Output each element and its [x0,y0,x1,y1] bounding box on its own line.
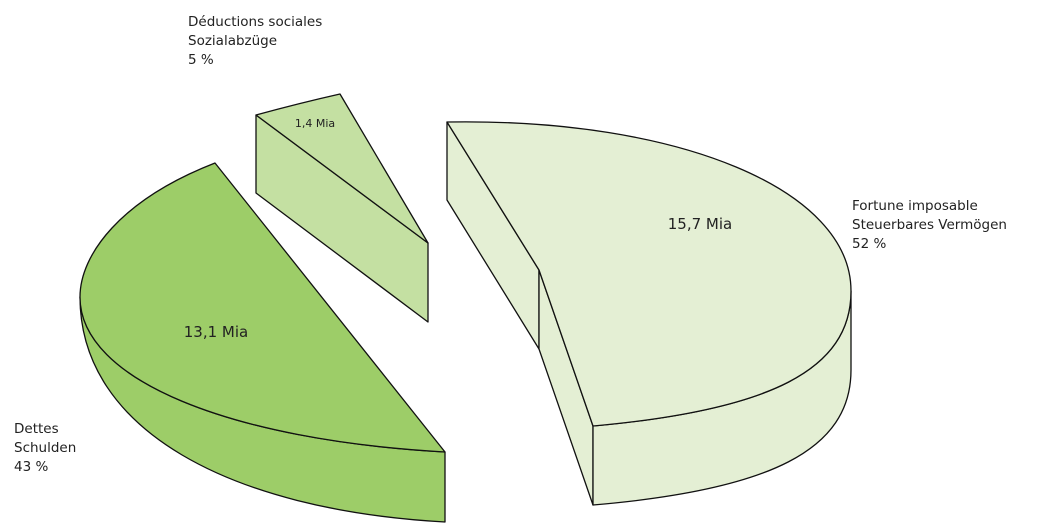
label-group-dettes: Dettes Schulden 43 % [14,421,76,475]
label-group-fortune: Fortune imposable Steuerbares Vermögen 5… [852,198,1007,252]
label-deductions-percent: 5 % [188,52,214,68]
value-label-deductions: 1,4 Mia [295,117,335,130]
slice-dettes-top [79,162,446,453]
pie-slice-fortune [446,121,852,506]
label-deductions-fr: Déductions sociales [188,14,322,30]
label-fortune-percent: 52 % [852,236,886,252]
pie-slice-dettes [79,162,446,523]
pie-slice-deductions [255,93,429,323]
label-dettes-de: Schulden [14,440,76,456]
slice-deductions-top [255,93,429,244]
label-deductions-de: Sozialabzüge [188,33,277,49]
value-label-dettes: 13,1 Mia [184,323,248,341]
label-dettes-percent: 43 % [14,459,48,475]
label-fortune-fr: Fortune imposable [852,198,978,214]
slice-fortune-top [446,121,852,427]
label-dettes-fr: Dettes [14,421,59,437]
label-group-deductions: Déductions sociales Sozialabzüge 5 % [188,14,322,68]
label-fortune-de: Steuerbares Vermögen [852,217,1007,233]
value-label-fortune: 15,7 Mia [668,215,732,233]
